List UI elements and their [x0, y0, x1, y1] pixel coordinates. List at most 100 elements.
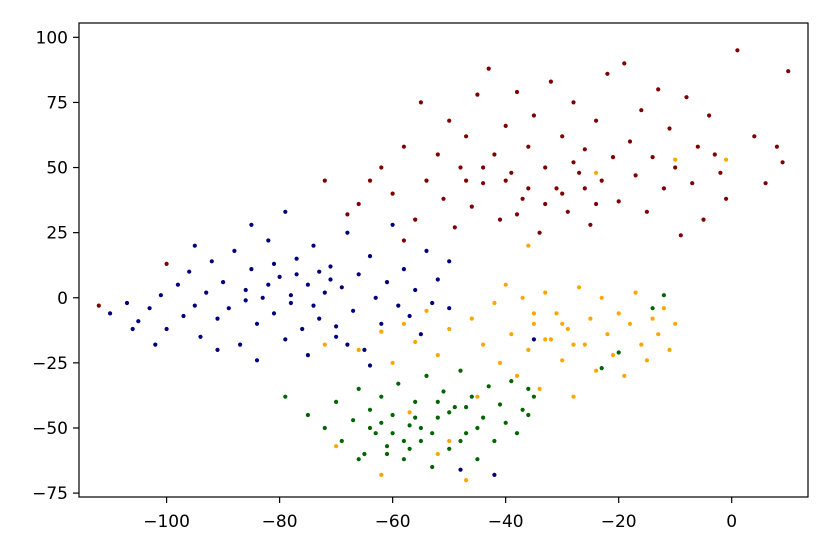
data-point	[413, 217, 418, 222]
data-point	[582, 342, 587, 347]
data-point	[351, 418, 356, 423]
data-point	[435, 451, 440, 457]
series-3	[283, 293, 667, 470]
data-point	[187, 269, 192, 274]
data-point	[610, 155, 616, 160]
data-point	[548, 337, 554, 342]
data-point	[266, 238, 271, 243]
data-point	[707, 113, 712, 118]
data-point	[283, 209, 288, 214]
data-point	[288, 300, 293, 306]
data-point	[560, 358, 565, 363]
data-point	[379, 165, 384, 170]
data-point	[356, 272, 361, 277]
data-point	[667, 347, 672, 352]
data-point	[322, 342, 327, 347]
data-point	[447, 259, 452, 264]
data-point	[599, 295, 604, 300]
data-point	[266, 282, 271, 287]
data-point	[334, 444, 339, 449]
data-point	[356, 386, 361, 391]
data-point	[684, 95, 689, 100]
data-point	[390, 191, 395, 196]
data-point	[322, 425, 327, 431]
data-point	[396, 303, 401, 308]
data-point	[639, 342, 644, 347]
data-point	[497, 402, 503, 407]
data-point	[441, 389, 446, 394]
data-point	[667, 126, 672, 131]
data-point	[339, 438, 344, 444]
data-point	[780, 160, 785, 165]
data-point	[401, 144, 406, 149]
data-point	[390, 431, 395, 436]
data-point	[464, 178, 469, 183]
data-point	[384, 451, 390, 457]
data-point	[577, 170, 582, 175]
data-point	[232, 248, 237, 253]
data-point	[543, 337, 548, 342]
plot-frame	[78, 22, 809, 498]
data-point	[673, 321, 678, 326]
data-point	[424, 248, 429, 253]
data-point	[520, 196, 525, 201]
data-point	[616, 311, 621, 316]
data-point	[486, 384, 491, 389]
data-point	[447, 438, 452, 444]
data-point	[311, 303, 316, 308]
data-point	[379, 321, 384, 326]
data-point	[492, 472, 497, 477]
data-point	[481, 415, 486, 420]
data-point	[531, 394, 537, 399]
data-point	[158, 293, 163, 298]
data-point	[226, 306, 231, 311]
data-point	[322, 178, 327, 183]
data-point	[367, 407, 373, 412]
data-point	[277, 274, 282, 279]
data-point	[565, 326, 570, 332]
data-point	[554, 186, 559, 191]
data-point	[701, 217, 706, 222]
data-point	[130, 326, 135, 332]
data-point	[520, 407, 525, 412]
data-point	[610, 353, 616, 358]
data-point	[458, 467, 463, 472]
data-point	[305, 353, 310, 358]
data-point	[356, 347, 361, 352]
data-point	[424, 178, 429, 183]
data-point	[458, 438, 463, 444]
data-point	[464, 134, 469, 139]
data-point	[413, 339, 418, 345]
data-point	[407, 313, 412, 319]
data-point	[373, 295, 378, 300]
data-point	[458, 165, 463, 170]
data-point	[447, 326, 452, 332]
data-point	[622, 373, 627, 378]
data-point	[520, 295, 525, 300]
data-point	[153, 342, 158, 347]
data-point	[752, 134, 757, 139]
data-point	[334, 399, 339, 404]
data-point	[514, 212, 520, 217]
data-point	[724, 196, 729, 201]
data-point	[351, 308, 356, 313]
data-point	[560, 321, 565, 326]
data-point	[271, 261, 277, 266]
data-point	[475, 92, 480, 97]
data-point	[430, 464, 435, 470]
data-point	[384, 280, 390, 285]
data-point	[763, 181, 768, 186]
points-layer	[96, 48, 791, 483]
data-point	[283, 394, 288, 399]
data-point	[345, 212, 350, 217]
data-point	[526, 186, 531, 191]
data-point	[390, 222, 395, 227]
data-point	[735, 48, 740, 53]
data-point	[452, 405, 457, 410]
data-point	[605, 332, 610, 337]
data-point	[481, 181, 486, 186]
data-point	[475, 457, 480, 462]
data-point	[531, 311, 537, 316]
data-point	[690, 181, 695, 186]
